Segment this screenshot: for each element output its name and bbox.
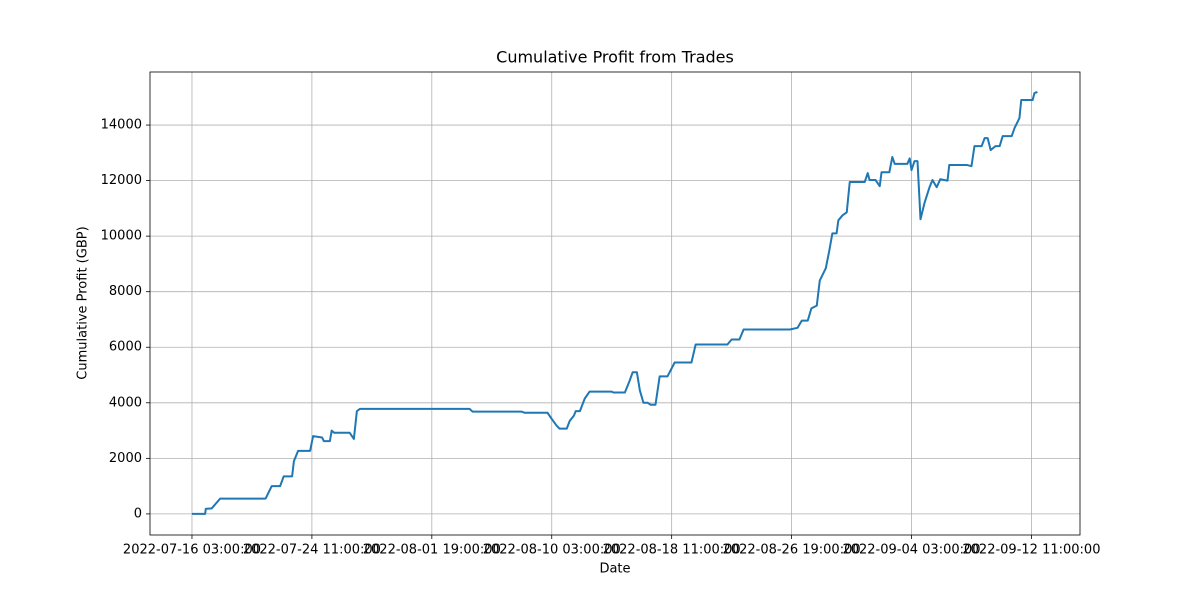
x-axis-label: Date bbox=[599, 562, 630, 577]
y-tick-label: 8000 bbox=[109, 284, 142, 299]
y-tick-label: 10000 bbox=[101, 229, 142, 244]
y-tick-label: 12000 bbox=[101, 173, 142, 188]
data-line bbox=[191, 91, 1038, 515]
x-tick-label: 2022-08-10 03:00:00 bbox=[483, 543, 621, 558]
y-tick-label: 4000 bbox=[109, 395, 142, 410]
y-tick-label: 0 bbox=[134, 506, 142, 521]
y-tick-label: 14000 bbox=[101, 118, 142, 133]
chart-title: Cumulative Profit from Trades bbox=[496, 48, 734, 67]
x-tick-label: 2022-09-04 03:00:00 bbox=[842, 543, 980, 558]
x-tick-label: 2022-09-12 11:00:00 bbox=[962, 543, 1100, 558]
y-axis-label: Cumulative Profit (GBP) bbox=[76, 226, 91, 379]
x-tick-label: 2022-08-18 11:00:00 bbox=[603, 543, 741, 558]
x-tick-label: 2022-07-24 11:00:00 bbox=[243, 543, 381, 558]
y-tick-label: 6000 bbox=[109, 340, 142, 355]
x-tick-label: 2022-08-26 19:00:00 bbox=[723, 543, 861, 558]
plot-frame bbox=[149, 71, 1081, 536]
x-tick-label: 2022-07-16 03:00:00 bbox=[123, 543, 261, 558]
y-tick-label: 2000 bbox=[109, 451, 142, 466]
x-tick-label: 2022-08-01 19:00:00 bbox=[363, 543, 501, 558]
